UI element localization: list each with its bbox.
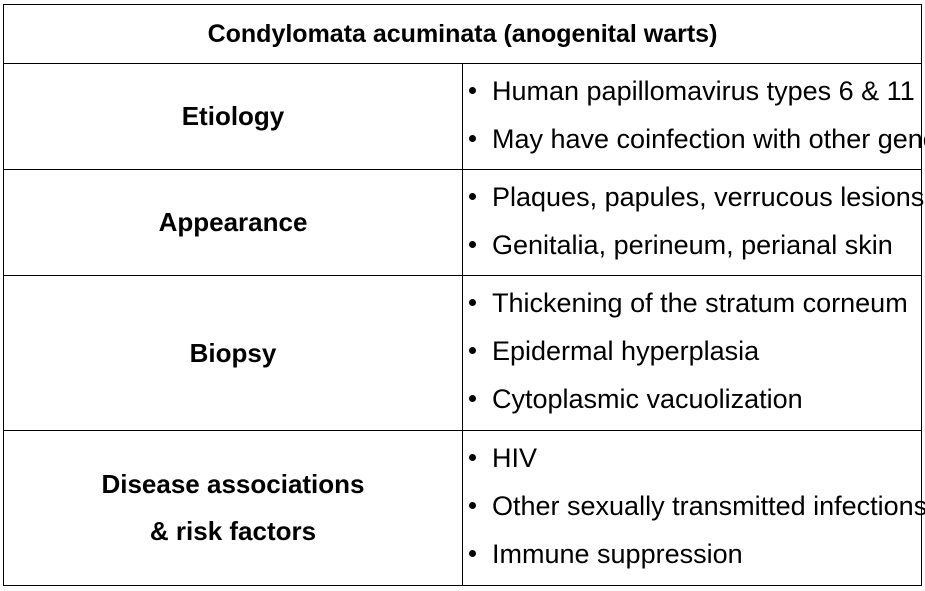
list-item: Genitalia, perineum, perianal skin <box>463 221 921 269</box>
list-item-text: Thickening of the stratum corneum <box>492 288 908 318</box>
row-label-appearance: Appearance <box>3 169 463 276</box>
row-label-line: Etiology <box>181 101 285 131</box>
list-item: May have coinfection with other genotype… <box>463 115 925 163</box>
bullet-list: HIV Other sexually transmitted infection… <box>463 431 925 578</box>
row-items-disease-associations: HIV Other sexually transmitted infection… <box>462 430 925 586</box>
list-item-text: Plaques, papules, verrucous lesions <box>492 182 925 212</box>
list-item-text: HIV <box>492 443 538 473</box>
bullet-icon <box>469 135 476 142</box>
table-row-disease-associations: Disease associations & risk factors HIV … <box>3 430 925 586</box>
list-item-text: Other sexually transmitted infections <box>492 491 925 521</box>
list-item: Plaques, papules, verrucous lesions <box>463 173 925 221</box>
table-row-appearance: Appearance Plaques, papules, verrucous l… <box>3 169 925 276</box>
list-item: HIV <box>463 434 921 482</box>
row-label-disease-associations: Disease associations & risk factors <box>3 430 463 586</box>
row-label-line: Disease associations <box>101 469 365 499</box>
bullet-icon <box>469 193 476 200</box>
bullet-list: Plaques, papules, verrucous lesions Geni… <box>463 170 925 269</box>
info-table: Condylomata acuminata (anogenital warts)… <box>3 4 925 586</box>
row-label-line: & risk factors <box>149 516 317 546</box>
list-item: Epidermal hyperplasia <box>463 327 921 375</box>
bullet-icon <box>469 395 476 402</box>
row-label-biopsy: Biopsy <box>3 275 463 431</box>
row-items-biopsy: Thickening of the stratum corneum Epider… <box>462 275 922 431</box>
bullet-icon <box>469 502 476 509</box>
row-items-etiology: Human papillomavirus types 6 & 11 May ha… <box>462 63 925 170</box>
bullet-icon <box>469 347 476 354</box>
list-item-text: May have coinfection with other genotype… <box>492 124 925 154</box>
title-row: Condylomata acuminata (anogenital warts) <box>3 4 922 64</box>
table-row-biopsy: Biopsy Thickening of the stratum corneum… <box>3 275 922 431</box>
table-title: Condylomata acuminata (anogenital warts) <box>3 4 922 64</box>
row-label-line: Appearance <box>158 207 308 237</box>
list-item-text: Immune suppression <box>492 539 743 569</box>
bullet-icon <box>469 299 476 306</box>
list-item: Other sexually transmitted infections <box>463 482 925 530</box>
row-label-line: Biopsy <box>189 337 277 368</box>
bullet-icon <box>469 241 476 248</box>
bullet-icon <box>469 87 476 94</box>
row-items-appearance: Plaques, papules, verrucous lesions Geni… <box>462 169 925 276</box>
bullet-list: Thickening of the stratum corneum Epider… <box>463 276 921 423</box>
bullet-list: Human papillomavirus types 6 & 11 May ha… <box>463 64 925 163</box>
list-item: Cytoplasmic vacuolization <box>463 375 921 423</box>
list-item-text: Epidermal hyperplasia <box>492 336 760 366</box>
bullet-icon <box>469 550 476 557</box>
list-item: Human papillomavirus types 6 & 11 <box>463 67 921 115</box>
list-item-text: Cytoplasmic vacuolization <box>492 384 803 414</box>
table-row-etiology: Etiology Human papillomavirus types 6 & … <box>3 63 925 170</box>
list-item: Immune suppression <box>463 530 921 578</box>
row-label-etiology: Etiology <box>3 63 463 170</box>
list-item-text: Genitalia, perineum, perianal skin <box>492 230 893 260</box>
list-item-text: Human papillomavirus types 6 & 11 <box>492 76 915 106</box>
list-item: Thickening of the stratum corneum <box>463 279 921 327</box>
bullet-icon <box>469 454 476 461</box>
